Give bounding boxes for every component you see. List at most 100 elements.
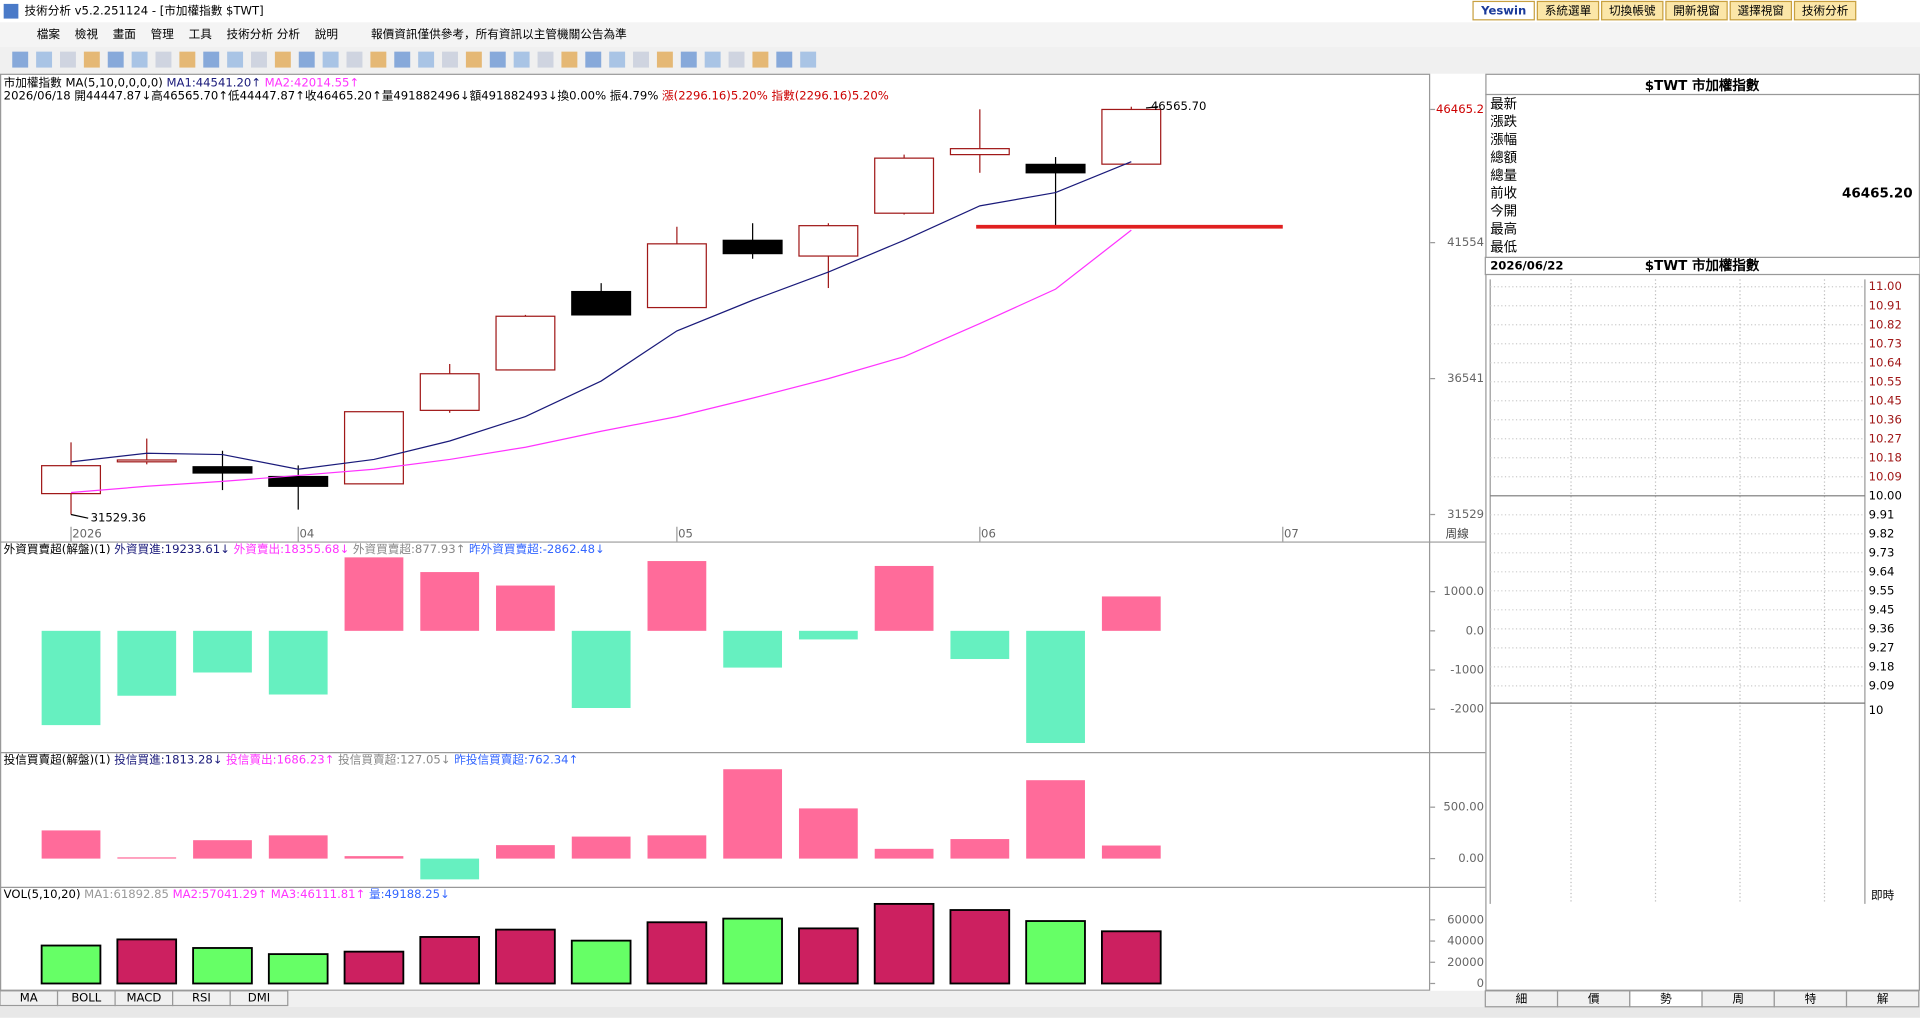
toolbar-button[interactable]	[633, 51, 649, 68]
toolbar-button[interactable]	[60, 51, 76, 68]
menu-button[interactable]	[1601, 0, 1664, 21]
y-tick-label: 36541	[1447, 371, 1484, 385]
menu-button[interactable]	[1729, 0, 1793, 21]
field-value: 46465.20	[1842, 187, 1913, 202]
y-tick-label: 500.00	[1443, 800, 1484, 814]
toolbar-button[interactable]	[776, 51, 793, 68]
menu-item[interactable]: 分析	[277, 27, 301, 41]
x-tick-label: 06	[981, 527, 996, 541]
toolbar-button[interactable]	[609, 51, 626, 68]
volume-bar	[495, 928, 556, 985]
candle-body	[116, 459, 177, 463]
toolbar-button[interactable]	[656, 51, 673, 68]
bar	[950, 630, 1010, 660]
scale-label: 11.00	[1869, 279, 1902, 293]
scale-label: 10.73	[1869, 336, 1902, 350]
bar	[193, 840, 252, 859]
toolbar-button[interactable]	[680, 51, 697, 68]
bar	[647, 835, 707, 859]
notice: 報價資訊僅供參考，所有資訊以主管機關公告為準	[371, 27, 627, 41]
y-tick-label: 60000	[1447, 912, 1484, 926]
menu-item[interactable]: 技術分析	[227, 27, 274, 41]
menu-button[interactable]	[1536, 0, 1600, 21]
volume-bar	[646, 921, 708, 985]
toolbar-button[interactable]	[203, 51, 220, 68]
toolbar-button[interactable]	[537, 51, 554, 68]
toolbar-button[interactable]	[131, 51, 148, 68]
field-label: 最高	[1490, 220, 1517, 237]
menu-button[interactable]	[1793, 0, 1857, 21]
volume-bar	[1025, 920, 1086, 985]
header-segment: 投信買賣超(解盤)(1)	[4, 752, 111, 766]
y-tick-label: 1000.0	[1443, 584, 1484, 598]
menu-item[interactable]: 檢視	[75, 27, 99, 41]
toolbar-button[interactable]	[394, 51, 411, 68]
bar	[268, 835, 328, 859]
y-tick-label: 0.00	[1458, 851, 1484, 865]
toolbar-button[interactable]	[752, 51, 769, 68]
toolbar-button[interactable]	[36, 51, 53, 68]
toolbar-button[interactable]	[179, 51, 196, 68]
toolbar-button[interactable]	[800, 51, 817, 68]
toolbar-button[interactable]	[83, 51, 100, 68]
menu-item[interactable]: 工具	[189, 27, 213, 41]
toolbar-button[interactable]	[442, 51, 458, 68]
x-tick-label: 07	[1284, 527, 1299, 541]
header-segment: 市加權指數 MA(5,10,0,0,0,0)	[4, 75, 163, 89]
header-segment: 投信買賣超:127.05↓	[338, 752, 450, 766]
candle-body	[1101, 108, 1162, 165]
bar	[41, 830, 101, 859]
field-label: 總額	[1490, 149, 1517, 166]
panel-tab[interactable]	[1845, 990, 1920, 1008]
toolbar-button[interactable]	[370, 51, 387, 68]
menu-item[interactable]: 說明	[315, 27, 338, 41]
menu-button-label: 開新視窗	[1673, 4, 1720, 18]
menu-button[interactable]	[1665, 0, 1728, 21]
toolbar-button[interactable]	[704, 51, 721, 68]
indicator-tab[interactable]	[229, 990, 289, 1007]
menu-item[interactable]: 管理	[151, 27, 175, 41]
toolbar-button[interactable]	[155, 51, 172, 68]
title-bar	[0, 0, 1920, 23]
pane-header: VOL(5,10,20) MA1:61892.85 MA2:57041.29↑ MA3…	[4, 887, 450, 901]
bar	[420, 572, 480, 631]
header-segment: MA1:44541.20↑	[166, 75, 261, 89]
toolbar-button[interactable]	[418, 51, 435, 68]
candle-body	[798, 225, 859, 257]
menu-button-label: 選擇視窗	[1738, 4, 1785, 18]
bar	[344, 557, 404, 631]
header-segment: 量:49188.25↓	[369, 887, 450, 901]
toolbar-button[interactable]	[513, 51, 530, 68]
toolbar-button[interactable]	[251, 51, 267, 68]
pane-header: 市加權指數 MA(5,10,0,0,0,0) MA1:44541.20↑ MA2:4…	[4, 75, 360, 89]
menu-item[interactable]: 檔案	[37, 27, 61, 41]
app-icon	[3, 3, 19, 19]
toolbar-button[interactable]	[227, 51, 244, 68]
toolbar-button[interactable]	[107, 51, 124, 68]
volume-bar	[949, 909, 1011, 985]
panel-subheader	[1484, 256, 1920, 276]
toolbar-button[interactable]	[12, 51, 29, 68]
menu-item[interactable]: 畫面	[113, 27, 136, 41]
bar	[571, 836, 631, 859]
toolbar-button[interactable]	[298, 51, 315, 68]
toolbar-button[interactable]	[322, 51, 339, 68]
header-segment: 投信賣出:1686.23↑	[226, 752, 334, 766]
menu-button[interactable]	[1472, 0, 1535, 21]
toolbar-button[interactable]	[728, 51, 745, 68]
high-pointer	[1145, 106, 1159, 109]
toolbar-button[interactable]	[346, 51, 363, 68]
field-label: 今開	[1490, 204, 1517, 220]
toolbar-button[interactable]	[465, 51, 482, 68]
y-tick-label: 20000	[1447, 955, 1484, 969]
scale-label: 9.36	[1869, 621, 1895, 635]
toolbar-button[interactable]	[274, 51, 291, 68]
candle-body	[1025, 163, 1086, 174]
field-label: 最低	[1490, 239, 1517, 255]
ma-line	[70, 229, 1132, 494]
toolbar-button[interactable]	[489, 51, 506, 68]
toolbar-button[interactable]	[561, 51, 578, 68]
toolbar-button[interactable]	[585, 51, 602, 68]
scale-label: 10.55	[1869, 374, 1902, 388]
bar	[1101, 845, 1161, 859]
